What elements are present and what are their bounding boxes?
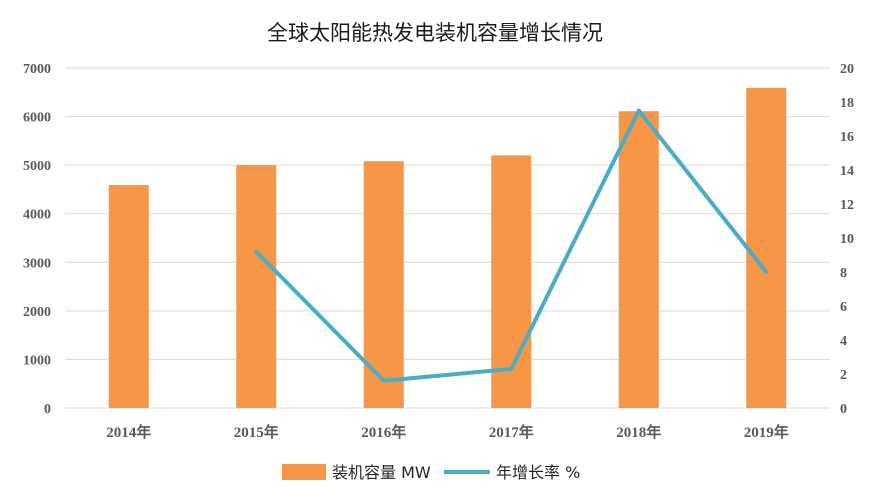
bar-series xyxy=(108,87,787,409)
bar xyxy=(363,161,404,408)
right-tick-label: 16 xyxy=(840,130,854,145)
right-tick-label: 14 xyxy=(840,164,854,179)
x-tick-label: 2017年 xyxy=(489,423,534,441)
bar xyxy=(236,165,277,408)
right-tick-label: 8 xyxy=(840,266,847,281)
left-tick-label: 2000 xyxy=(23,305,51,320)
bar xyxy=(618,111,659,408)
x-axis: 2014年 2015年 2016年 2017年 2018年 2019年 xyxy=(106,423,789,441)
legend: 装机容量 MW 年增长率 % xyxy=(282,463,580,482)
x-tick-label: 2015年 xyxy=(234,423,279,441)
left-tick-label: 0 xyxy=(44,402,51,417)
right-tick-label: 10 xyxy=(840,232,854,247)
left-y-axis: 0 1000 2000 3000 4000 5000 6000 7000 xyxy=(23,62,51,417)
x-tick-label: 2014年 xyxy=(106,423,151,441)
x-tick-label: 2019年 xyxy=(744,423,789,441)
right-tick-label: 0 xyxy=(840,402,847,417)
left-tick-label: 6000 xyxy=(23,111,51,126)
bar xyxy=(108,185,149,408)
right-tick-label: 20 xyxy=(840,62,854,77)
legend-swatch-bar xyxy=(282,464,326,480)
left-tick-label: 3000 xyxy=(23,256,51,271)
left-tick-label: 1000 xyxy=(23,353,51,368)
legend-label-bar: 装机容量 MW xyxy=(332,463,431,482)
right-tick-label: 12 xyxy=(840,198,854,213)
x-tick-label: 2016年 xyxy=(361,423,406,441)
gridlines xyxy=(65,67,830,409)
chart-title: 全球太阳能热发电装机容量增长情况 xyxy=(267,21,603,45)
left-tick-label: 4000 xyxy=(23,208,51,223)
right-tick-label: 4 xyxy=(840,334,847,349)
right-tick-label: 6 xyxy=(840,300,847,315)
left-tick-label: 7000 xyxy=(23,62,51,77)
x-tick-label: 2018年 xyxy=(616,423,661,441)
right-tick-label: 2 xyxy=(840,368,847,383)
left-tick-label: 5000 xyxy=(23,159,51,174)
right-tick-label: 18 xyxy=(840,96,854,111)
right-y-axis: 0 2 4 6 8 10 12 14 16 18 20 xyxy=(840,62,854,417)
legend-label-line: 年增长率 % xyxy=(496,463,580,482)
bar xyxy=(746,87,787,409)
line-series xyxy=(254,108,769,383)
